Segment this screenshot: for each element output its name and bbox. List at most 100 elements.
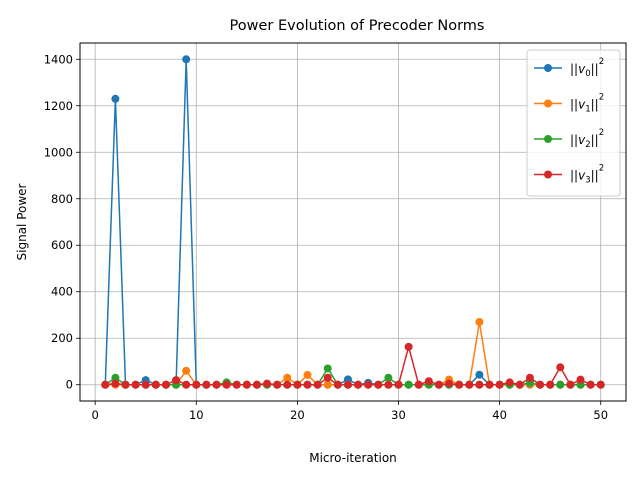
- y-tick-label: 1000: [44, 145, 73, 159]
- data-point: [556, 380, 565, 389]
- y-tick-label: 400: [51, 285, 73, 299]
- data-point: [192, 380, 201, 389]
- data-point: [273, 380, 282, 389]
- data-point: [505, 378, 514, 387]
- data-point: [323, 380, 332, 389]
- data-point: [455, 380, 464, 389]
- series-v3: [101, 342, 605, 389]
- data-point: [475, 370, 484, 379]
- data-point: [354, 380, 363, 389]
- data-point: [384, 380, 393, 389]
- data-point: [111, 379, 120, 388]
- data-point: [596, 380, 605, 389]
- data-point: [131, 380, 140, 389]
- data-point: [252, 380, 261, 389]
- data-point: [343, 380, 352, 389]
- data-point: [475, 317, 484, 326]
- data-point: [475, 380, 484, 389]
- data-point: [303, 380, 312, 389]
- data-point: [161, 380, 170, 389]
- data-point: [323, 373, 332, 382]
- data-point: [242, 380, 251, 389]
- data-point: [434, 380, 443, 389]
- data-point: [424, 377, 433, 386]
- data-point: [515, 380, 524, 389]
- data-point: [374, 380, 383, 389]
- data-point: [536, 380, 545, 389]
- data-point: [485, 380, 494, 389]
- legend-marker: [544, 135, 552, 143]
- data-point: [141, 380, 150, 389]
- legend-label: ||v2||2: [570, 128, 604, 150]
- data-point: [313, 380, 322, 389]
- ticks: 0 10 20 30 40 50 0 200 400 600 800 1000 1200 1400: [44, 52, 608, 422]
- legend-item: ||v3||2: [534, 164, 604, 186]
- data-point: [323, 364, 332, 373]
- data-point: [364, 380, 373, 389]
- x-tick-label: 50: [593, 408, 608, 422]
- data-point: [222, 380, 231, 389]
- legend-marker: [544, 64, 552, 72]
- data-point: [293, 380, 302, 389]
- x-tick-label: 40: [492, 408, 507, 422]
- data-point: [263, 379, 272, 388]
- data-point: [182, 380, 191, 389]
- data-point: [111, 94, 120, 103]
- data-point: [465, 380, 474, 389]
- data-point: [394, 380, 403, 389]
- legend: ||v0||2 ||v1||2 ||v2||2 ||v3||2: [526, 49, 621, 197]
- legend-box: [526, 49, 621, 197]
- data-point: [212, 380, 221, 389]
- y-tick-label: 0: [66, 378, 73, 392]
- legend-item: ||v0||2: [534, 57, 604, 79]
- data-point: [556, 363, 565, 372]
- data-point: [151, 380, 160, 389]
- data-point: [525, 373, 534, 382]
- data-point: [202, 380, 211, 389]
- data-point: [182, 55, 191, 64]
- legend-label: ||v3||2: [570, 164, 604, 186]
- data-point: [303, 370, 312, 379]
- legend-item: ||v2||2: [534, 128, 604, 150]
- x-axis-label: Micro-iteration: [309, 451, 397, 465]
- data-point: [586, 380, 595, 389]
- x-tick-label: 0: [92, 408, 99, 422]
- data-point: [232, 380, 241, 389]
- x-tick-label: 10: [189, 408, 204, 422]
- data-point: [384, 373, 393, 382]
- data-point: [182, 366, 191, 375]
- plot-frame: [79, 42, 627, 402]
- y-tick-label: 1400: [44, 52, 73, 66]
- y-tick-label: 800: [51, 192, 73, 206]
- data-point: [172, 376, 181, 385]
- data-point: [283, 380, 292, 389]
- data-point: [566, 380, 575, 389]
- legend-label: ||v1||2: [570, 93, 604, 115]
- data-point: [414, 380, 423, 389]
- data-point: [101, 380, 110, 389]
- legend-marker: [544, 170, 552, 179]
- y-tick-label: 200: [51, 331, 73, 345]
- data-point: [495, 380, 504, 389]
- y-tick-label: 600: [51, 238, 73, 252]
- y-tick-label: 1200: [44, 99, 73, 113]
- series-line: [104, 59, 601, 386]
- data-point: [546, 380, 555, 389]
- series-line: [105, 321, 601, 386]
- x-tick-label: 30: [391, 408, 406, 422]
- legend-item: ||v1||2: [534, 93, 604, 115]
- data-point: [404, 342, 413, 351]
- data-point: [404, 380, 413, 389]
- data-point: [121, 380, 130, 389]
- data-point: [576, 375, 585, 384]
- series-group: [101, 55, 605, 389]
- y-axis-label: Signal Power: [15, 183, 29, 260]
- x-tick-label: 20: [290, 408, 305, 422]
- legend-marker: [544, 99, 552, 108]
- data-point: [445, 379, 454, 388]
- data-point: [283, 373, 292, 382]
- data-point: [111, 373, 120, 382]
- chart-title: Power Evolution of Precoder Norms: [230, 18, 485, 34]
